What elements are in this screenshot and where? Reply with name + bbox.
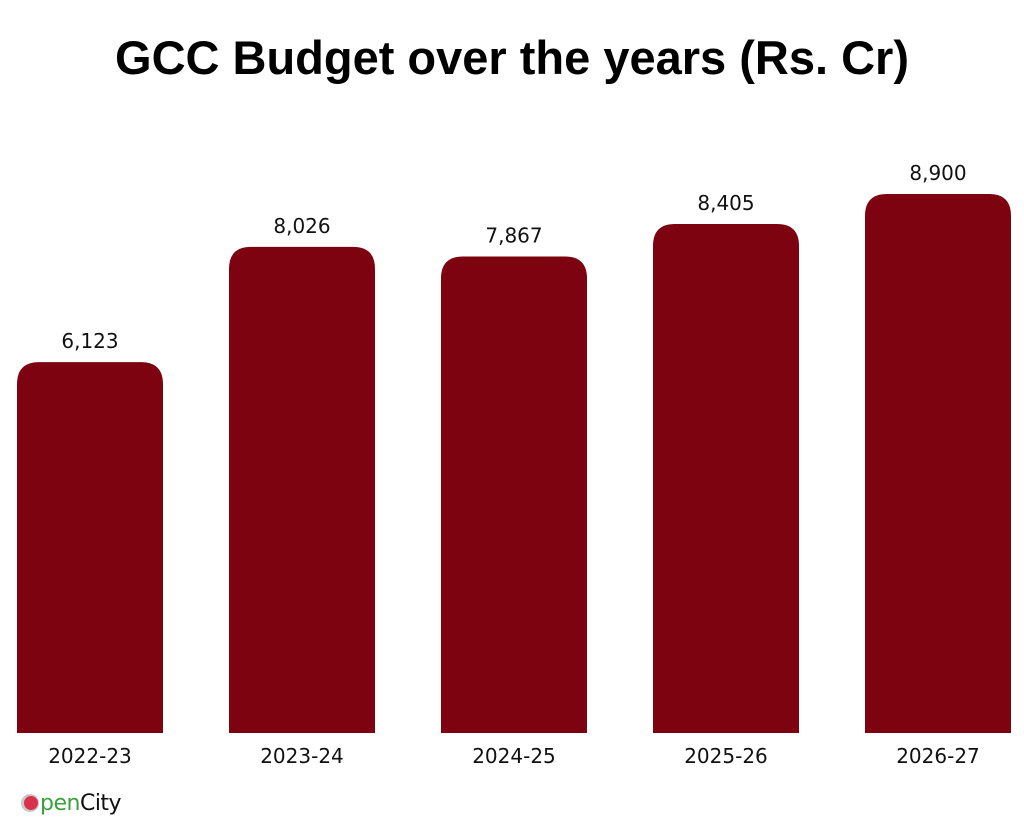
- x-tick-label: 2025-26: [684, 744, 768, 768]
- x-tick-label: 2023-24: [260, 744, 344, 768]
- value-label: 7,867: [485, 224, 542, 248]
- bar-2026-27: [865, 194, 1011, 733]
- bar-2022-23: [17, 362, 163, 733]
- chart-title: GCC Budget over the years (Rs. Cr): [115, 31, 909, 84]
- value-label: 6,123: [61, 329, 118, 353]
- x-tick-label: 2024-25: [472, 744, 556, 768]
- value-label: 8,026: [273, 214, 330, 238]
- bar-2025-26: [653, 223, 799, 733]
- bar-2024-25: [441, 256, 587, 733]
- bar-2023-24: [229, 246, 375, 733]
- x-tick-label: 2026-27: [896, 744, 980, 768]
- x-tick-label: 2022-23: [48, 744, 132, 768]
- value-label: 8,405: [697, 191, 754, 215]
- opencity-logo: penCity: [20, 788, 122, 818]
- value-label: 8,900: [909, 161, 966, 185]
- logo-text: penCity: [40, 790, 122, 816]
- logo-circle-icon: [21, 794, 39, 812]
